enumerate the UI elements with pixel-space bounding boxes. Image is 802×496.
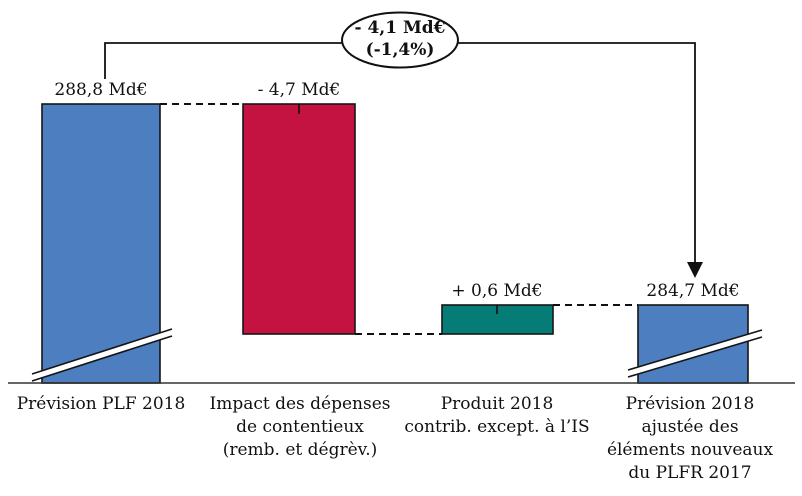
bar-impact-contentieux — [242, 103, 356, 335]
value-label-bar3: + 0,6 Md€ — [451, 281, 543, 301]
difference-arrow — [104, 42, 703, 278]
annotation-text: - 4,1 Md€ (-1,4%) — [333, 17, 467, 61]
annotation-ellipse — [341, 11, 459, 69]
value-label-bar1: 288,8 Md€ — [54, 80, 148, 100]
value-label-bar2: - 4,7 Md€ — [257, 80, 341, 100]
axis-label-bar2: Impact des dépenses de contentieux (remb… — [209, 394, 391, 460]
value-label-bar4: 284,7 Md€ — [646, 281, 740, 301]
axis-break-mark-right — [627, 329, 763, 378]
annotation-line1: - 4,1 Md€ — [354, 18, 446, 38]
annotation-line2: (-1,4%) — [365, 40, 435, 60]
axis-label-bar3: Produit 2018 contrib. except. à l’IS — [404, 394, 590, 437]
bar-prevision-plf-2018 — [41, 103, 161, 384]
axis-label-bar4: Prévision 2018 ajustée des éléments nouv… — [606, 394, 774, 483]
axis-break-mark-left — [31, 328, 173, 382]
axis-label-bar1: Prévision PLF 2018 — [16, 394, 186, 414]
